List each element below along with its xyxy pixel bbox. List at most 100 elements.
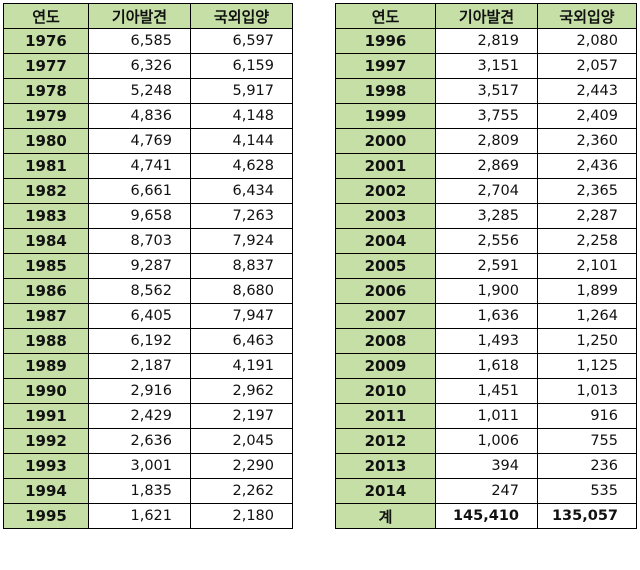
found-cell: 4,836 (88, 103, 191, 129)
table-row: 2006 1,900 1,899 (335, 278, 637, 304)
found-cell: 2,591 (435, 253, 538, 279)
left-table: 연도 기아발견 국외입양 1976 6,585 6,597 1977 6,326 6,15… (3, 3, 293, 529)
adopted-cell: 1,013 (537, 378, 637, 404)
adopted-cell: 2,080 (537, 28, 637, 54)
adopted-header: 국외입양 (190, 3, 293, 29)
found-header: 기아발견 (88, 3, 191, 29)
year-cell: 2013 (335, 453, 436, 479)
adopted-cell: 2,962 (190, 378, 293, 404)
found-cell: 3,517 (435, 78, 538, 104)
adopted-cell: 2,360 (537, 128, 637, 154)
year-cell: 1979 (3, 103, 89, 129)
table-row: 1991 2,429 2,197 (3, 403, 293, 429)
total-label: 계 (335, 503, 436, 529)
found-cell: 2,916 (88, 378, 191, 404)
found-cell: 1,636 (435, 303, 538, 329)
year-cell: 1988 (3, 328, 89, 354)
found-cell: 5,248 (88, 78, 191, 104)
found-cell: 3,001 (88, 453, 191, 479)
year-header: 연도 (3, 3, 89, 29)
found-cell: 3,151 (435, 53, 538, 79)
found-cell: 394 (435, 453, 538, 479)
year-cell: 2009 (335, 353, 436, 379)
year-cell: 1978 (3, 78, 89, 104)
table-row: 2009 1,618 1,125 (335, 353, 637, 379)
table-row: 2004 2,556 2,258 (335, 228, 637, 254)
table-row: 2012 1,006 755 (335, 428, 637, 454)
table-row: 2003 3,285 2,287 (335, 203, 637, 229)
year-cell: 2008 (335, 328, 436, 354)
year-cell: 2003 (335, 203, 436, 229)
found-cell: 6,326 (88, 53, 191, 79)
found-cell: 2,704 (435, 178, 538, 204)
found-cell: 1,006 (435, 428, 538, 454)
table-row: 1994 1,835 2,262 (3, 478, 293, 504)
year-cell: 2012 (335, 428, 436, 454)
found-cell: 6,585 (88, 28, 191, 54)
year-cell: 2011 (335, 403, 436, 429)
found-cell: 2,556 (435, 228, 538, 254)
found-cell: 1,011 (435, 403, 538, 429)
found-cell: 1,493 (435, 328, 538, 354)
adopted-cell: 1,899 (537, 278, 637, 304)
adopted-cell: 535 (537, 478, 637, 504)
table-row: 2008 1,493 1,250 (335, 328, 637, 354)
year-cell: 1995 (3, 503, 89, 529)
adopted-cell: 2,262 (190, 478, 293, 504)
adopted-cell: 2,045 (190, 428, 293, 454)
year-cell: 1993 (3, 453, 89, 479)
year-cell: 1983 (3, 203, 89, 229)
year-cell: 1984 (3, 228, 89, 254)
adopted-cell: 755 (537, 428, 637, 454)
year-cell: 2002 (335, 178, 436, 204)
year-cell: 2004 (335, 228, 436, 254)
adopted-cell: 2,290 (190, 453, 293, 479)
year-cell: 2007 (335, 303, 436, 329)
year-cell: 1996 (335, 28, 436, 54)
year-cell: 1994 (3, 478, 89, 504)
year-cell: 2005 (335, 253, 436, 279)
found-cell: 1,621 (88, 503, 191, 529)
adopted-cell: 2,180 (190, 503, 293, 529)
found-cell: 1,451 (435, 378, 538, 404)
table-row: 1976 6,585 6,597 (3, 28, 293, 54)
found-cell: 2,809 (435, 128, 538, 154)
year-cell: 1989 (3, 353, 89, 379)
adopted-cell: 4,628 (190, 153, 293, 179)
table-row: 1996 2,819 2,080 (335, 28, 637, 54)
table-row: 2011 1,011 916 (335, 403, 637, 429)
adopted-cell: 1,264 (537, 303, 637, 329)
table-row: 2005 2,591 2,101 (335, 253, 637, 279)
year-cell: 1981 (3, 153, 89, 179)
found-cell: 9,658 (88, 203, 191, 229)
adopted-cell: 2,197 (190, 403, 293, 429)
year-cell: 2001 (335, 153, 436, 179)
year-cell: 2014 (335, 478, 436, 504)
found-cell: 1,835 (88, 478, 191, 504)
table-row: 1982 6,661 6,434 (3, 178, 293, 204)
year-cell: 1976 (3, 28, 89, 54)
year-cell: 1997 (335, 53, 436, 79)
found-cell: 9,287 (88, 253, 191, 279)
found-cell: 2,187 (88, 353, 191, 379)
adopted-cell: 1,125 (537, 353, 637, 379)
adopted-header: 국외입양 (537, 3, 637, 29)
found-cell: 247 (435, 478, 538, 504)
year-cell: 1998 (335, 78, 436, 104)
header-row: 연도 기아발견 국외입양 (3, 3, 293, 29)
table-row: 2013 394 236 (335, 453, 637, 479)
right-table: 연도 기아발견 국외입양 1996 2,819 2,080 1997 3,151 2,05… (335, 3, 637, 529)
total-adopted: 135,057 (537, 503, 637, 529)
found-cell: 2,636 (88, 428, 191, 454)
table-row: 1988 6,192 6,463 (3, 328, 293, 354)
table-row: 1986 8,562 8,680 (3, 278, 293, 304)
table-row: 1981 4,741 4,628 (3, 153, 293, 179)
table-row: 1995 1,621 2,180 (3, 503, 293, 529)
adopted-cell: 5,917 (190, 78, 293, 104)
table-row: 1999 3,755 2,409 (335, 103, 637, 129)
table-row: 1997 3,151 2,057 (335, 53, 637, 79)
adopted-cell: 2,443 (537, 78, 637, 104)
adopted-cell: 6,597 (190, 28, 293, 54)
adopted-cell: 2,057 (537, 53, 637, 79)
found-cell: 2,819 (435, 28, 538, 54)
